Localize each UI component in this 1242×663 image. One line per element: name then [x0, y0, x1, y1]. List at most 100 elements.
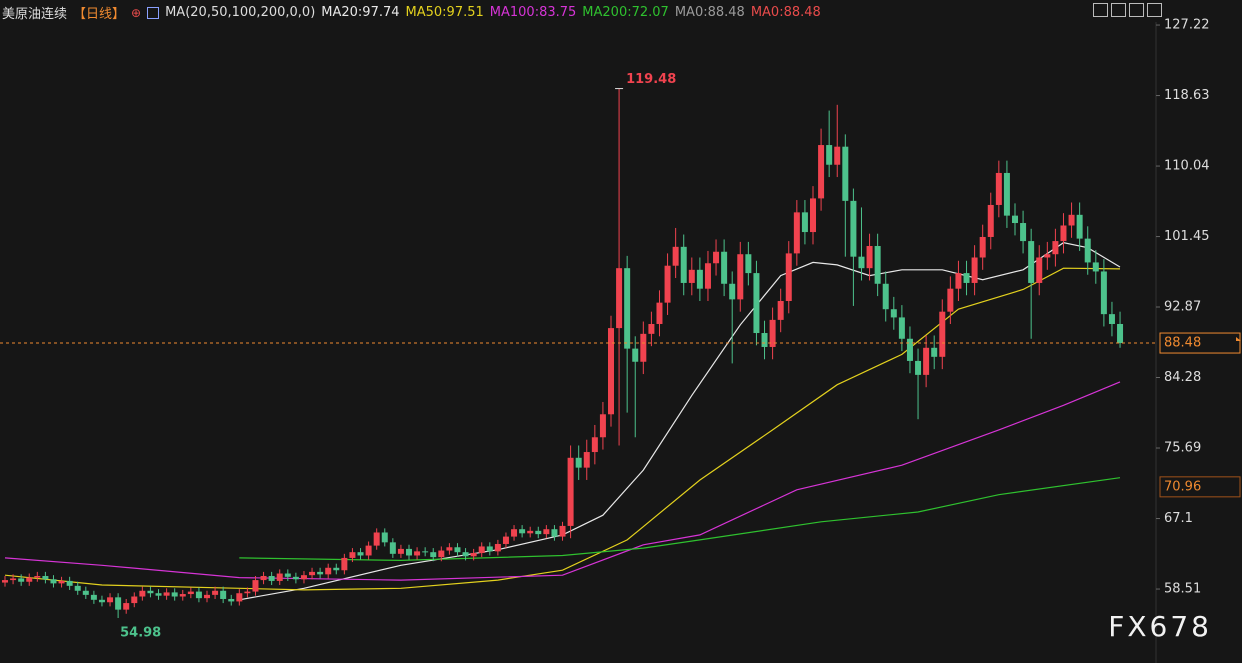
candle-body: [179, 594, 186, 597]
candle-body: [583, 452, 590, 468]
candle-body: [511, 529, 518, 537]
candle-body: [123, 603, 130, 610]
candle-body: [1044, 254, 1051, 258]
candle-body: [664, 265, 671, 303]
high-label: 119.48: [626, 72, 676, 87]
candle-body: [50, 579, 57, 584]
candle-body: [785, 253, 792, 302]
candle-body: [486, 546, 493, 552]
candle-body: [721, 251, 728, 284]
candle-body: [1052, 241, 1059, 255]
low-label: 54.98: [120, 626, 161, 641]
legend-entry: MA20:97.74: [321, 5, 400, 20]
ma-line: [239, 477, 1121, 562]
candle-body: [212, 590, 219, 595]
candle-body: [535, 530, 542, 535]
candle-body: [341, 557, 348, 571]
candle-body: [236, 593, 243, 602]
settings-icon[interactable]: ⊕: [131, 5, 142, 20]
candle-body: [2, 580, 8, 583]
candle-body: [462, 552, 469, 557]
ma-line: [239, 242, 1121, 601]
last-price-tag: [1159, 332, 1241, 354]
candle-body: [1028, 241, 1035, 283]
y-tick-label: 84.28: [1164, 370, 1201, 385]
candle-body: [696, 269, 703, 289]
candle-body: [1076, 214, 1083, 239]
candle-body: [1020, 223, 1027, 242]
candle-body: [454, 547, 461, 553]
price-marker-label: 70.96: [1164, 479, 1201, 494]
candle-body: [98, 599, 105, 603]
candle-body: [422, 551, 429, 553]
candle-body: [171, 592, 178, 597]
candle-body: [292, 576, 299, 580]
candle-body: [688, 269, 695, 283]
candle-body: [761, 333, 768, 347]
candle-body: [906, 338, 913, 361]
y-tick-label: 67.1: [1164, 511, 1193, 526]
candle-body: [971, 257, 978, 283]
legend-entry: MA100:83.75: [489, 5, 577, 20]
candle-body: [1100, 271, 1107, 315]
title: 美原油连续: [2, 7, 68, 22]
candle-body: [333, 567, 340, 571]
candle-body: [502, 536, 509, 544]
candle-body: [1068, 214, 1075, 226]
candle-body: [373, 532, 380, 546]
candle-body: [260, 575, 267, 581]
candle-body: [672, 246, 679, 266]
candle-body: [115, 597, 122, 610]
candle-body: [74, 585, 81, 591]
candle-body: [18, 578, 25, 582]
candle-body: [58, 580, 65, 584]
candle-body: [963, 273, 970, 283]
candle-body: [325, 567, 332, 575]
candle-body: [640, 333, 647, 362]
candle-body: [163, 592, 170, 596]
candle-body: [139, 590, 146, 597]
candle-body: [915, 360, 922, 375]
candle-body: [737, 254, 744, 300]
tool-button[interactable]: [1111, 3, 1126, 17]
candle-body: [704, 263, 711, 289]
y-tick-label: 92.87: [1164, 299, 1201, 314]
candle-body: [1117, 323, 1124, 344]
candle-body: [777, 301, 784, 320]
candle-body: [793, 212, 800, 254]
candle-body: [979, 236, 986, 258]
candle-body: [842, 146, 849, 201]
y-tick-label: 110.04: [1164, 159, 1210, 174]
candle-body: [228, 598, 235, 602]
candle-body: [858, 256, 865, 269]
candle-body: [66, 580, 73, 586]
candle-body: [155, 593, 162, 596]
candle-body: [1036, 257, 1043, 283]
toolbar: [1093, 3, 1162, 17]
candle-body: [713, 251, 720, 264]
tool-button[interactable]: [1147, 3, 1162, 17]
candle-body: [826, 145, 833, 165]
indicator-icon[interactable]: [147, 6, 160, 19]
candle-body: [559, 525, 566, 537]
y-tick-label: 118.63: [1164, 88, 1210, 103]
tool-button[interactable]: [1129, 3, 1144, 17]
candle-body: [252, 580, 259, 592]
tool-button[interactable]: [1093, 3, 1108, 17]
candle-body: [801, 212, 808, 233]
candle-body: [543, 529, 550, 535]
candle-body: [753, 273, 760, 334]
candle-body: [656, 302, 663, 324]
candle-body: [810, 198, 816, 233]
candle-body: [874, 246, 881, 284]
header: 美原油连续 【日线】 ⊕ MA(20,50,100,200,0,0) MA20:…: [2, 3, 821, 22]
candle-body: [850, 200, 857, 257]
candle-body: [745, 254, 752, 274]
candle-body: [397, 548, 404, 554]
candle-body: [987, 204, 994, 237]
candle-body: [632, 348, 639, 362]
candle-body: [317, 571, 324, 575]
candle-body: [818, 145, 825, 199]
